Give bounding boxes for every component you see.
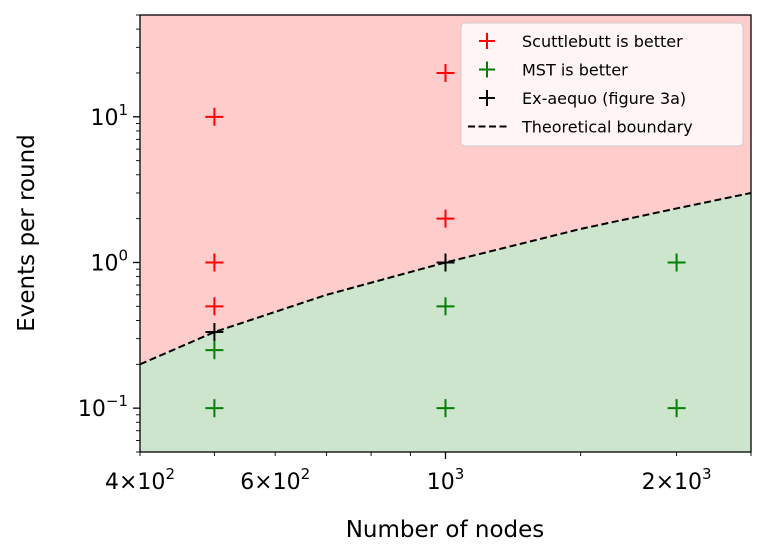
legend-item-1: MST is better xyxy=(479,61,628,80)
marker-series-2-point-1 xyxy=(436,253,455,272)
marker-series-0-point-3 xyxy=(436,63,455,82)
legend-item-0: Scuttlebutt is better xyxy=(479,32,683,51)
marker-series-2-point-0 xyxy=(205,323,224,342)
mst-region xyxy=(140,192,751,452)
x-tick-label-3: 2×103 xyxy=(642,465,712,495)
marker-series-1-point-3 xyxy=(436,399,455,418)
marker-series-0-point-4 xyxy=(436,209,455,228)
x-axis-label: Number of nodes xyxy=(346,517,545,543)
boundary-layer xyxy=(140,192,751,366)
legend-item-3: Theoretical boundary xyxy=(468,118,693,137)
x-tick-label-0: 4×102 xyxy=(105,465,175,495)
markers-layer xyxy=(205,63,686,418)
legend-box xyxy=(460,22,744,147)
legend-label-3: Theoretical boundary xyxy=(521,118,693,137)
y-tick-label-1: 100 xyxy=(90,246,128,276)
legend-label-0: Scuttlebutt is better xyxy=(522,32,683,51)
legend-label-2: Ex-aequo (figure 3a) xyxy=(522,89,686,108)
legend-item-2: Ex-aequo (figure 3a) xyxy=(479,89,686,108)
marker-series-0-point-0 xyxy=(205,107,224,126)
marker-series-0-point-2 xyxy=(205,297,224,316)
x-tick-label-1: 6×102 xyxy=(240,465,310,495)
marker-series-1-point-2 xyxy=(436,297,455,316)
legend-label-1: MST is better xyxy=(522,61,628,80)
legend: Scuttlebutt is better MST is better Ex-aeq… xyxy=(460,22,744,147)
marker-series-1-point-1 xyxy=(205,399,224,418)
marker-series-1-point-0 xyxy=(205,341,224,360)
marker-series-1-point-5 xyxy=(667,399,686,418)
marker-series-1-point-4 xyxy=(667,253,686,272)
y-axis-label: Events per round xyxy=(14,134,40,331)
y-tick-label-0: 10−1 xyxy=(78,392,128,422)
ticks-layer: 10−1 100 101 4×102 6×102 103 2×103 xyxy=(78,14,752,495)
theoretical-boundary-line xyxy=(140,192,751,366)
y-tick-label-2: 101 xyxy=(90,101,128,131)
x-tick-label-2: 103 xyxy=(427,465,465,495)
marker-series-0-point-1 xyxy=(205,253,224,272)
